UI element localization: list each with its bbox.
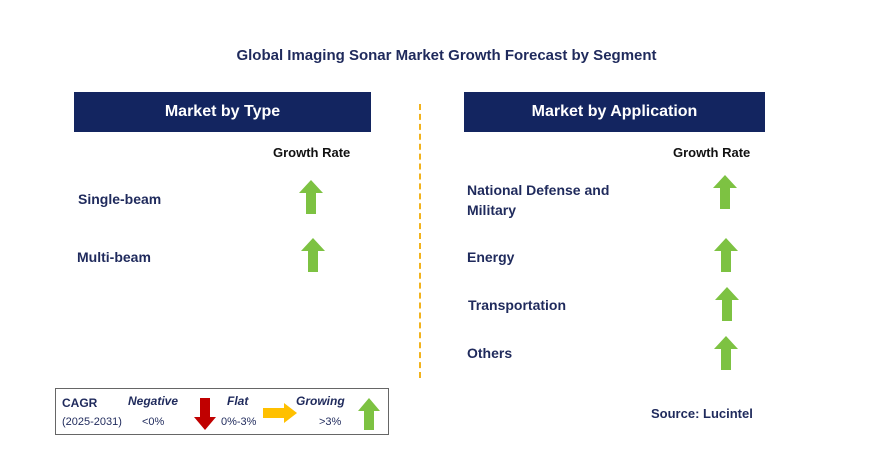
legend-negative-value: <0%	[142, 416, 165, 428]
growing-up-arrow-icon	[301, 238, 325, 272]
type-row-single-beam: Single-beam	[78, 191, 162, 207]
panel-divider	[419, 104, 421, 378]
application-row-others: Others	[467, 345, 513, 361]
legend-growing-label: Growing	[296, 394, 345, 408]
application-row-national-defense: National Defense and Military	[467, 180, 609, 220]
cagr-legend: CAGR (2025-2031) Negative <0% Flat 0%-3%…	[55, 388, 389, 435]
red-down-arrow-icon	[194, 398, 216, 430]
application-row-label-line2: Military	[467, 202, 517, 218]
growing-up-arrow-icon	[715, 287, 739, 321]
type-row-multi-beam: Multi-beam	[77, 249, 151, 265]
growing-up-arrow-icon	[714, 336, 738, 370]
legend-flat-label: Flat	[227, 394, 249, 408]
yellow-right-arrow-icon	[263, 403, 297, 423]
type-growth-rate-label: Growth Rate	[273, 145, 351, 160]
application-growth-rate-label: Growth Rate	[673, 145, 751, 160]
type-header: Market by Type	[74, 92, 371, 132]
growing-up-arrow-icon	[299, 180, 323, 214]
legend-period: (2025-2031)	[62, 416, 122, 428]
legend-cagr-label: CAGR	[62, 396, 98, 410]
growing-up-arrow-icon	[714, 238, 738, 272]
legend-growing-value: >3%	[319, 416, 342, 428]
legend-negative-label: Negative	[128, 394, 179, 408]
application-row-energy: Energy	[467, 249, 515, 265]
application-row-transportation: Transportation	[468, 297, 567, 313]
application-header: Market by Application	[464, 92, 765, 132]
green-up-arrow-icon	[358, 398, 380, 430]
legend-flat-value: 0%-3%	[221, 416, 257, 428]
application-row-label-line1: National Defense and	[467, 182, 610, 198]
growing-up-arrow-icon	[713, 175, 737, 209]
source-note: Source: Lucintel	[651, 406, 753, 421]
page-title: Global Imaging Sonar Market Growth Forec…	[236, 47, 657, 64]
